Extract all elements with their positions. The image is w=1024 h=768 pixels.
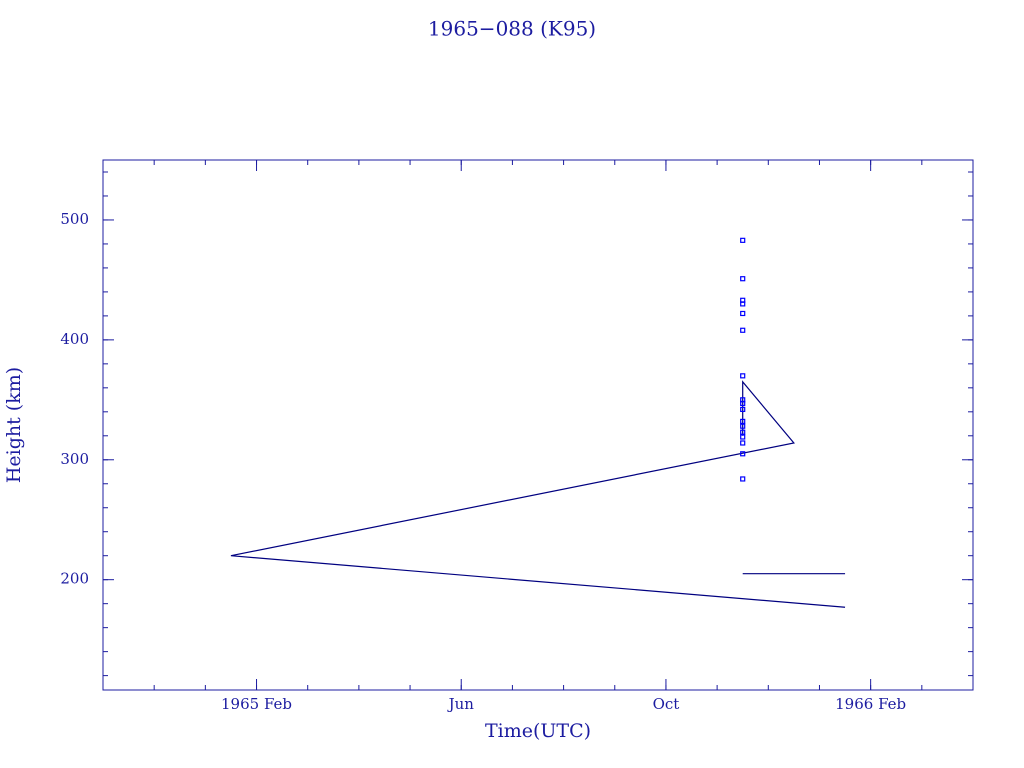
- x-axis-label: Time(UTC): [485, 720, 591, 742]
- data-point: [740, 327, 746, 333]
- y-tick-label: 400: [60, 330, 89, 348]
- y-axis-label: Height (km): [3, 367, 25, 483]
- data-point: [740, 276, 746, 282]
- data-point: [740, 373, 746, 379]
- y-tick-label: 300: [60, 450, 89, 468]
- data-point: [740, 476, 746, 482]
- data-point: [740, 451, 746, 457]
- data-point: [740, 237, 746, 243]
- data-point: [740, 406, 746, 413]
- x-tick-label: Jun: [447, 695, 475, 713]
- y-tick-label: 200: [60, 570, 89, 588]
- data-point: [740, 301, 746, 307]
- data-point: [740, 400, 746, 407]
- plot-frame: [102, 159, 974, 691]
- data-line: [230, 380, 846, 608]
- data-point: [740, 418, 746, 425]
- chart-title: 1965−088 (K95): [428, 17, 596, 41]
- data-point: [740, 310, 746, 317]
- data-point: [740, 429, 746, 435]
- data-point: [740, 434, 746, 440]
- y-tick-label: 500: [60, 210, 89, 228]
- x-tick-label: Oct: [653, 695, 680, 713]
- data-point: [740, 423, 746, 429]
- x-tick-label: 1965 Feb: [221, 695, 292, 713]
- x-tick-label: 1966 Feb: [835, 695, 906, 713]
- data-point: [740, 440, 746, 446]
